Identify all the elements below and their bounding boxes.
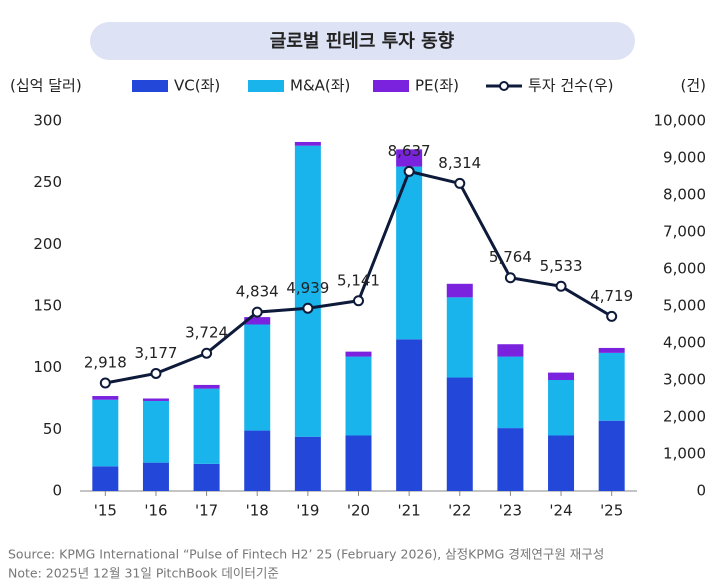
line-point: [606, 310, 618, 322]
line-point: [251, 306, 263, 318]
line-point: [353, 295, 364, 307]
y-tick-label: 250: [33, 173, 62, 191]
legend-swatch: [248, 80, 284, 92]
bar: [497, 344, 524, 357]
data-label: 3,177: [134, 344, 177, 362]
source-note: Source: KPMG International “Pulse of Fin…: [8, 547, 604, 562]
data-label: 4,719: [590, 287, 633, 305]
bar: [294, 145, 321, 437]
legend-swatch: [132, 80, 168, 92]
footnote: Note: 2025년 12월 31일 PitchBook 데이터기준: [8, 566, 279, 581]
data-label: 8,314: [438, 154, 481, 172]
y2-tick-label: 9,000: [663, 149, 706, 167]
y2-tick-label: 1,000: [663, 445, 706, 463]
bar: [446, 283, 473, 298]
x-tick-label: '24: [549, 502, 572, 520]
data-label: 8,637: [388, 142, 431, 160]
x-tick-label: '23: [499, 502, 522, 520]
y-tick-label: 200: [33, 235, 62, 253]
bar: [92, 399, 119, 467]
data-label: 3,724: [185, 324, 228, 342]
line-point: [403, 165, 415, 177]
x-tick-label: '25: [600, 502, 623, 520]
legend-label: M&A(좌): [290, 77, 350, 95]
bar: [345, 356, 372, 436]
y2-tick-label: 2,000: [663, 408, 706, 426]
y-tick-label: 100: [33, 358, 62, 376]
y-tick-label: 150: [33, 297, 62, 315]
y2-tick-label: 0: [696, 482, 706, 500]
x-tick-label: '22: [448, 502, 471, 520]
line-point: [99, 377, 111, 389]
bar: [244, 317, 271, 325]
bar: [598, 347, 625, 353]
x-tick-label: '19: [296, 502, 319, 520]
data-label: 4,939: [286, 279, 329, 297]
legend-label: PE(좌): [415, 77, 459, 95]
legend-swatch-marker: [499, 81, 509, 91]
bar: [92, 396, 119, 400]
line-point: [504, 272, 516, 284]
bar: [142, 398, 169, 401]
data-label: 5,764: [489, 248, 532, 266]
bar: [92, 466, 119, 491]
bar: [548, 372, 575, 380]
y2-tick-label: 10,000: [654, 112, 707, 130]
bar: [446, 297, 473, 378]
y-axis-label: (십억 달러): [10, 77, 82, 95]
legend-swatch: [373, 80, 409, 92]
legend-label: VC(좌): [174, 77, 220, 95]
bar: [193, 384, 220, 389]
data-label: 4,834: [236, 283, 279, 301]
bar: [142, 400, 169, 463]
data-label: 2,918: [84, 354, 127, 372]
bar: [294, 141, 321, 146]
bar: [446, 377, 473, 491]
y2-axis-label: (건): [680, 77, 706, 95]
y2-tick-label: 4,000: [663, 334, 706, 352]
y2-tick-label: 7,000: [663, 223, 706, 241]
bar: [396, 149, 423, 167]
y2-tick-label: 3,000: [663, 371, 706, 389]
x-tick-label: '15: [94, 502, 117, 520]
bar: [294, 436, 321, 491]
x-tick-label: '16: [144, 502, 167, 520]
title-banner: [90, 22, 635, 60]
line-point: [150, 367, 162, 379]
bar: [244, 430, 271, 491]
y2-tick-label: 5,000: [663, 297, 706, 315]
y-tick-label: 300: [33, 112, 62, 130]
y-tick-label: 50: [43, 420, 62, 438]
x-tick-label: '21: [398, 502, 421, 520]
line-point: [555, 280, 567, 292]
bar: [345, 351, 372, 357]
line-point: [201, 347, 213, 359]
bar: [193, 388, 220, 464]
bar: [345, 435, 372, 491]
x-tick-label: '20: [347, 502, 370, 520]
chart-title: 글로벌 핀테크 투자 동향: [270, 31, 455, 52]
line-point: [302, 302, 314, 314]
bar: [548, 380, 575, 436]
data-label: 5,141: [337, 271, 380, 289]
bar: [598, 352, 625, 421]
line-point: [454, 177, 466, 189]
y2-tick-label: 6,000: [663, 260, 706, 278]
y-tick-label: 0: [52, 482, 62, 500]
legend-label: 투자 건수(우): [528, 77, 613, 95]
bar: [142, 462, 169, 491]
bar: [497, 356, 524, 429]
bar: [548, 435, 575, 491]
bar: [497, 428, 524, 491]
bar: [193, 463, 220, 491]
bar: [396, 339, 423, 491]
bar: [598, 420, 625, 491]
y2-tick-label: 8,000: [663, 186, 706, 204]
x-tick-label: '17: [195, 502, 218, 520]
bar: [244, 324, 271, 431]
data-label: 5,533: [540, 257, 583, 275]
x-tick-label: '18: [246, 502, 269, 520]
